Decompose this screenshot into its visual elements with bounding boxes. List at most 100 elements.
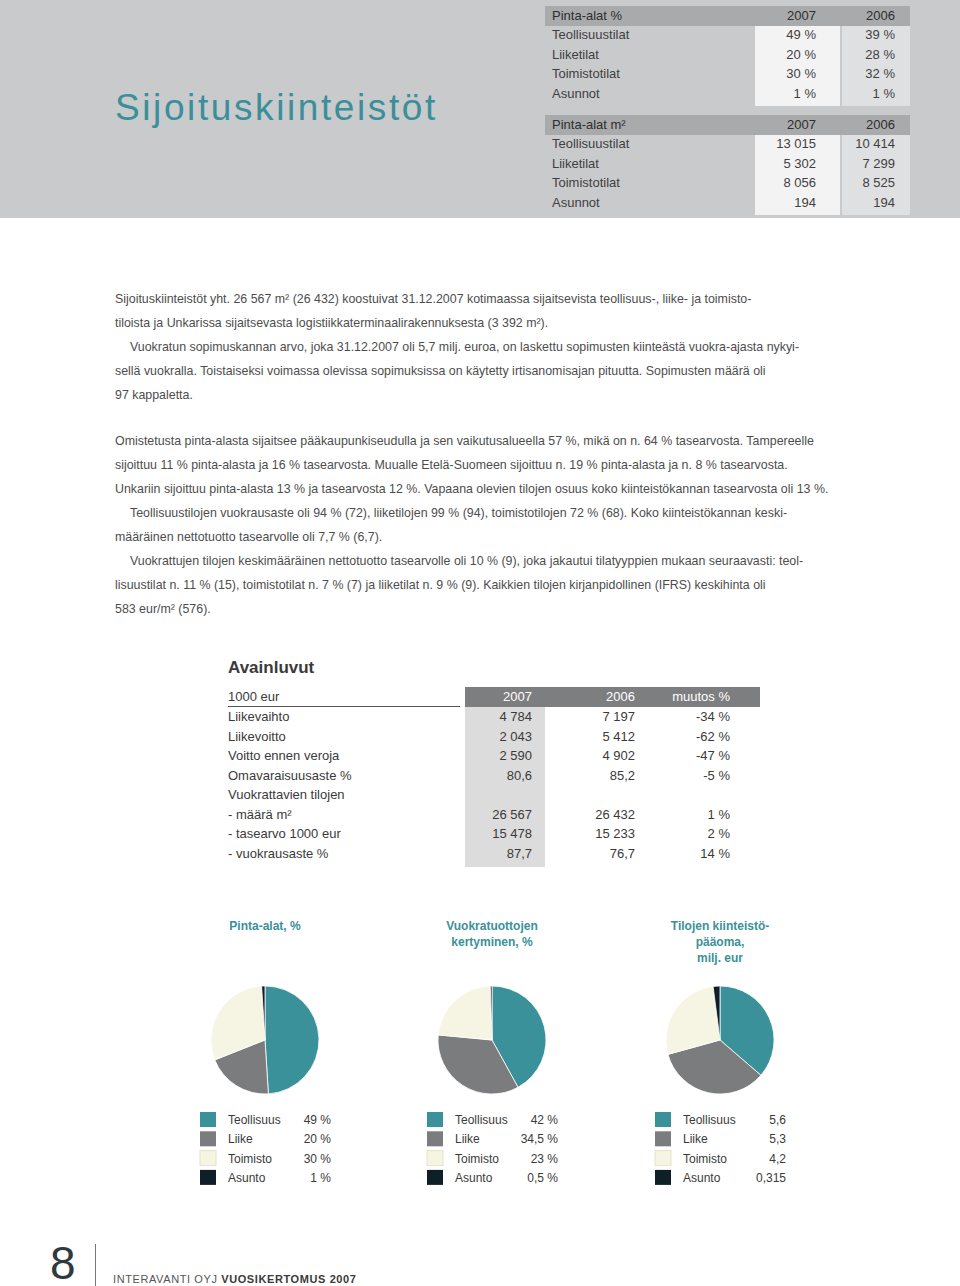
- html-text:4 902: 4 902: [602, 748, 635, 763]
- svg-text:5,3: 5,3: [769, 1132, 786, 1146]
- html-text:1 %: 1 %: [793, 85, 816, 101]
- html-text:Sijoituskiinteistöt: Sijoituskiinteistöt: [115, 87, 438, 128]
- html-text:Teollisuustilojen vuokrausaste: Teollisuustilojen vuokrausaste oli 94 % …: [130, 506, 787, 520]
- html-text:7 197: 7 197: [602, 709, 635, 724]
- svg-text:Toimisto: Toimisto: [455, 1152, 499, 1166]
- svg-text:Liike: Liike: [228, 1132, 253, 1146]
- html-text:39 %: 39 %: [865, 27, 895, 42]
- svg-text:Asunto: Asunto: [455, 1171, 493, 1185]
- html-text:sijoittuu 11 % pinta-alasta ja: sijoittuu 11 % pinta-alasta ja 16 % tase…: [115, 458, 788, 472]
- svg-text:4,2: 4,2: [769, 1152, 786, 1166]
- html-text:14 %: 14 %: [700, 845, 730, 861]
- html-text:15 233: 15 233: [595, 826, 635, 841]
- html-text:määräinen nettotuotto tasearvo: määräinen nettotuotto tasearvolle oli 7,…: [115, 530, 383, 544]
- html-text:Unkariin sijoittuu pinta-alast: Unkariin sijoittuu pinta-alasta 13 % ja …: [115, 482, 829, 496]
- html-text:85,2: 85,2: [609, 767, 635, 783]
- html-text:2 043: 2 043: [499, 728, 532, 744]
- html-text:5 412: 5 412: [602, 728, 635, 744]
- svg-text:34,5 %: 34,5 %: [521, 1132, 559, 1146]
- html-text:2 590: 2 590: [499, 748, 532, 763]
- html-text:76,7: 76,7: [609, 845, 635, 861]
- svg-text:0,315: 0,315: [756, 1171, 786, 1185]
- html-text:26 432: 26 432: [595, 806, 635, 822]
- html-text:87,7: 87,7: [506, 845, 532, 861]
- svg-text:30 %: 30 %: [304, 1152, 332, 1166]
- html-text:-34 %: -34 %: [696, 709, 730, 724]
- svg-text:1 %: 1 %: [310, 1171, 331, 1185]
- svg-text:Teollisuus: Teollisuus: [228, 1113, 281, 1127]
- html-text:-47 %: -47 %: [696, 748, 730, 763]
- svg-text:49 %: 49 %: [304, 1113, 332, 1127]
- html-text:2 %: 2 %: [707, 826, 730, 841]
- html-text:Teollisuustilat: Teollisuustilat: [552, 136, 630, 151]
- html-text:sellä vuokralla. Toistaiseksi: sellä vuokralla. Toistaiseksi voimassa o…: [115, 364, 766, 378]
- svg-text:23 %: 23 %: [531, 1152, 559, 1166]
- html-text:10 414: 10 414: [855, 136, 895, 151]
- html-text:Vuokrattujen tilojen keskimäär: Vuokrattujen tilojen keskimääräinen nett…: [130, 554, 804, 568]
- html-text:2007: 2007: [503, 689, 532, 704]
- html-text:28 %: 28 %: [865, 46, 895, 62]
- html-text:2007: 2007: [787, 8, 816, 23]
- svg-text:Asunto: Asunto: [228, 1171, 266, 1185]
- html-text:muutos %: muutos %: [672, 689, 730, 704]
- html-text:Liiketilat: Liiketilat: [552, 46, 599, 62]
- html-text:2006: 2006: [606, 689, 635, 704]
- svg-text:Toimisto: Toimisto: [683, 1152, 727, 1166]
- html-text:30 %: 30 %: [786, 66, 816, 81]
- svg-text:5,6: 5,6: [769, 1113, 786, 1127]
- html-text:32 %: 32 %: [865, 66, 895, 81]
- html-text:97 kappaletta.: 97 kappaletta.: [115, 388, 193, 402]
- html-text:2006: 2006: [866, 8, 895, 23]
- html-text:-62 %: -62 %: [696, 728, 730, 744]
- html-text:1 %: 1 %: [707, 806, 730, 822]
- html-text:49 %: 49 %: [786, 27, 816, 42]
- html-text:2007: 2007: [787, 117, 816, 132]
- svg-text:Liike: Liike: [683, 1132, 708, 1146]
- html-text:194: 194: [873, 194, 895, 210]
- svg-text:Liike: Liike: [455, 1132, 480, 1146]
- html-text:1 %: 1 %: [872, 85, 895, 101]
- html-text:Teollisuustilat: Teollisuustilat: [552, 27, 630, 42]
- html-text:13 015: 13 015: [776, 136, 816, 151]
- html-text:80,6: 80,6: [506, 767, 532, 783]
- html-text:- määrä m²: - määrä m²: [228, 806, 292, 822]
- html-text:Pinta-alat %: Pinta-alat %: [552, 8, 623, 23]
- html-text:-5 %: -5 %: [703, 767, 730, 783]
- svg-text:Teollisuus: Teollisuus: [683, 1113, 736, 1127]
- html-text:15 478: 15 478: [492, 826, 532, 841]
- svg-text:0,5 %: 0,5 %: [527, 1171, 558, 1185]
- html-text:Toimistotilat: Toimistotilat: [552, 175, 620, 190]
- html-text:Vuokratun sopimuskannan arvo,: Vuokratun sopimuskannan arvo, joka 31.12…: [130, 340, 799, 354]
- html-text:1000 eur: 1000 eur: [228, 689, 280, 704]
- html-text:7 299: 7 299: [862, 155, 895, 171]
- html-text:8 525: 8 525: [862, 175, 895, 190]
- html-text:- tasearvo 1000 eur: - tasearvo 1000 eur: [228, 826, 341, 841]
- html-text:Liikevoitto: Liikevoitto: [228, 728, 286, 744]
- html-text:Avainluvut: Avainluvut: [228, 658, 315, 677]
- html-text:Omistetusta pinta-alasta sijai: Omistetusta pinta-alasta sijaitsee pääka…: [115, 434, 814, 448]
- html-text:- vuokrausaste %: - vuokrausaste %: [228, 845, 329, 861]
- html-text:Asunnot: Asunnot: [552, 194, 600, 210]
- svg-text:20 %: 20 %: [304, 1132, 332, 1146]
- html-text:194: 194: [794, 194, 816, 210]
- html-text:4 784: 4 784: [499, 709, 532, 724]
- html-text:Pinta-alat m²: Pinta-alat m²: [552, 117, 626, 132]
- html-text:Liikevaihto: Liikevaihto: [228, 709, 290, 724]
- html-text:tiloista ja Unkarissa sijaitse: tiloista ja Unkarissa sijaitsevasta logi…: [115, 316, 549, 330]
- svg-text:Asunto: Asunto: [683, 1171, 721, 1185]
- svg-text:Toimisto: Toimisto: [228, 1152, 272, 1166]
- html-text:Toimistotilat: Toimistotilat: [552, 66, 620, 81]
- html-text:5 302: 5 302: [783, 155, 816, 171]
- html-text:Voitto ennen veroja: Voitto ennen veroja: [228, 748, 340, 763]
- html-text:Sijoituskiinteistöt yht. 26 56: Sijoituskiinteistöt yht. 26 567 m² (26 4…: [115, 292, 752, 306]
- html-text:Vuokrattavien tilojen: Vuokrattavien tilojen: [228, 787, 345, 802]
- html-text:Liiketilat: Liiketilat: [552, 155, 599, 171]
- html-text:8 056: 8 056: [783, 175, 816, 190]
- svg-text:Teollisuus: Teollisuus: [455, 1113, 508, 1127]
- html-text:2006: 2006: [866, 117, 895, 132]
- svg-text:42 %: 42 %: [531, 1113, 559, 1127]
- html-text:Omavaraisuusaste %: Omavaraisuusaste %: [228, 767, 352, 783]
- html-text:20 %: 20 %: [786, 46, 816, 62]
- html-text:26 567: 26 567: [492, 806, 532, 822]
- html-text:Asunnot: Asunnot: [552, 85, 600, 101]
